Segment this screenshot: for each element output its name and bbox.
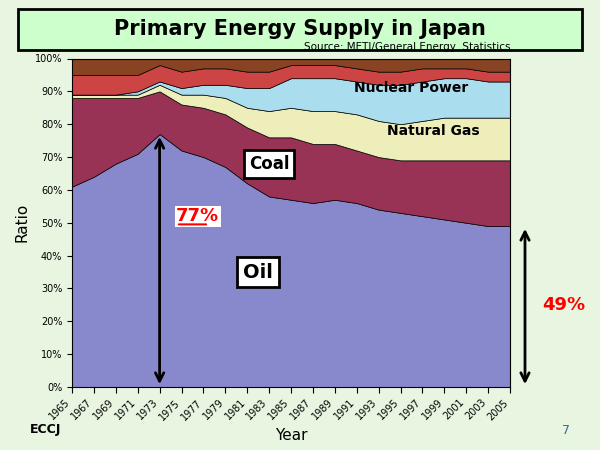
Text: Source: METI/General Energy  Statistics: Source: METI/General Energy Statistics bbox=[304, 42, 510, 52]
FancyBboxPatch shape bbox=[18, 9, 582, 50]
Y-axis label: Ratio: Ratio bbox=[14, 203, 29, 243]
Text: Natural Gas: Natural Gas bbox=[387, 124, 479, 138]
Text: Oil: Oil bbox=[243, 262, 273, 282]
Text: Primary Energy Supply in Japan: Primary Energy Supply in Japan bbox=[114, 19, 486, 39]
Text: Nuclear Power: Nuclear Power bbox=[355, 81, 469, 95]
Text: ECCJ: ECCJ bbox=[30, 423, 61, 436]
Text: Coal: Coal bbox=[249, 155, 289, 173]
Text: 49%: 49% bbox=[542, 296, 585, 314]
Text: 7: 7 bbox=[562, 423, 570, 436]
Text: 77%: 77% bbox=[176, 207, 219, 225]
X-axis label: Year: Year bbox=[275, 428, 307, 442]
